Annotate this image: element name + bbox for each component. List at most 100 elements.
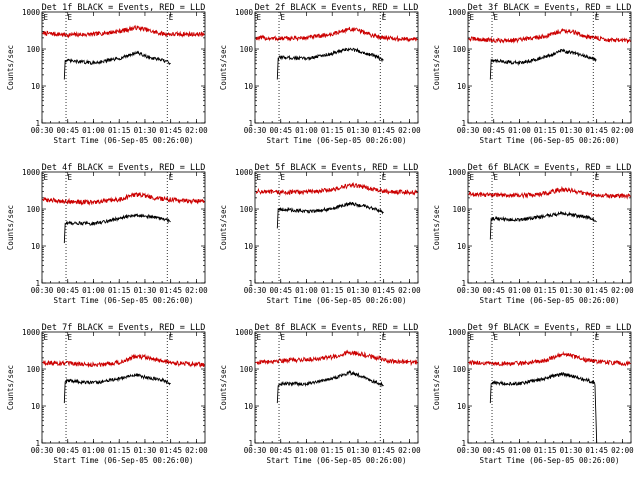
lld-series-line [41, 191, 206, 206]
marker-label: E [44, 173, 49, 182]
x-tick-label: 01:30 [134, 286, 157, 295]
y-tick-label: 1 [248, 279, 253, 288]
plot-frame [467, 171, 632, 284]
y-tick-label: 10 [31, 82, 41, 91]
y-tick-label: 1 [461, 439, 466, 448]
y-tick-label: 100 [26, 365, 40, 374]
y-tick-label: 1 [35, 119, 40, 128]
y-axis-label: Counts/sec [219, 365, 228, 410]
y-axis-label: Counts/sec [219, 205, 228, 250]
y-tick-label: 100 [26, 205, 40, 214]
x-axis-label: Start Time (06-Sep-05 00:26:00) [267, 456, 407, 465]
x-tick-label: 00:30 [31, 446, 54, 455]
y-tick-label: 1000 [448, 8, 467, 17]
x-tick-label: 01:15 [534, 286, 557, 295]
x-tick-label: 01:30 [347, 286, 370, 295]
marker-label: E [68, 333, 73, 342]
y-tick-label: 10 [31, 402, 41, 411]
x-tick-label: 00:30 [457, 446, 480, 455]
x-tick-label: 00:30 [457, 286, 480, 295]
events-series-line [63, 373, 171, 404]
x-tick-label: 01:15 [108, 446, 131, 455]
x-tick-label: 02:00 [185, 286, 208, 295]
marker-label: E [281, 173, 286, 182]
y-tick-label: 1000 [22, 168, 41, 177]
x-tick-label: 01:00 [82, 446, 105, 455]
events-series-line [489, 372, 598, 444]
y-tick-label: 10 [31, 242, 41, 251]
y-tick-label: 100 [452, 205, 466, 214]
plot-frame [254, 331, 419, 444]
y-tick-label: 10 [244, 402, 254, 411]
x-tick-label: 01:45 [585, 446, 608, 455]
y-tick-label: 100 [26, 45, 40, 54]
x-tick-label: 00:45 [482, 286, 505, 295]
events-series-line [63, 213, 171, 244]
x-tick-label: 00:45 [269, 446, 292, 455]
x-tick-label: 00:45 [269, 126, 292, 135]
x-tick-label: 02:00 [185, 126, 208, 135]
lld-series-line [254, 181, 419, 196]
y-tick-label: 10 [244, 82, 254, 91]
x-tick-label: 00:30 [244, 126, 267, 135]
events-series-line [276, 201, 384, 229]
plot-frame [41, 331, 206, 444]
events-series-line [489, 210, 597, 240]
x-tick-label: 01:00 [508, 446, 531, 455]
marker-label: E [68, 173, 73, 182]
marker-label: E [281, 13, 286, 22]
y-tick-label: 100 [239, 365, 253, 374]
events-series-line [276, 47, 384, 80]
marker-label: E [169, 13, 174, 22]
chart-title: Det 2f BLACK = Events, RED = LLD [255, 3, 419, 13]
marker-label: E [382, 13, 387, 22]
chart-title: Det 1f BLACK = Events, RED = LLD [42, 3, 206, 13]
lld-series-line [41, 353, 206, 369]
y-tick-label: 1 [461, 119, 466, 128]
y-tick-label: 10 [457, 402, 467, 411]
x-axis-label: Start Time (06-Sep-05 00:26:00) [267, 296, 407, 305]
x-tick-label: 01:15 [534, 126, 557, 135]
lld-series-line [467, 350, 632, 367]
x-tick-label: 02:00 [398, 126, 421, 135]
chart-title: Det 3f BLACK = Events, RED = LLD [468, 3, 632, 13]
marker-label: E [281, 333, 286, 342]
x-tick-label: 01:00 [82, 126, 105, 135]
y-tick-label: 100 [452, 45, 466, 54]
marker-label: E [494, 173, 499, 182]
marker-label: E [595, 333, 600, 342]
y-tick-label: 1000 [448, 328, 467, 337]
x-tick-label: 01:45 [372, 126, 395, 135]
marker-label: E [169, 173, 174, 182]
x-axis-label: Start Time (06-Sep-05 00:26:00) [267, 136, 407, 145]
plot-frame [254, 171, 419, 284]
x-tick-label: 01:45 [585, 126, 608, 135]
lld-series-line [467, 185, 632, 200]
x-axis-label: Start Time (06-Sep-05 00:26:00) [480, 136, 620, 145]
marker-label: E [382, 333, 387, 342]
x-tick-label: 01:45 [372, 446, 395, 455]
x-tick-label: 02:00 [611, 446, 634, 455]
y-tick-label: 1 [461, 279, 466, 288]
x-tick-label: 00:45 [56, 446, 79, 455]
marker-label: E [44, 13, 49, 22]
y-axis-label: Counts/sec [219, 45, 228, 90]
x-tick-label: 01:15 [321, 446, 344, 455]
y-tick-label: 10 [457, 82, 467, 91]
plot-frame [41, 171, 206, 284]
x-tick-label: 00:45 [56, 286, 79, 295]
x-tick-label: 02:00 [611, 126, 634, 135]
marker-label: E [257, 173, 262, 182]
y-tick-label: 100 [239, 205, 253, 214]
marker-label: E [68, 13, 73, 22]
x-tick-label: 01:00 [295, 446, 318, 455]
y-axis-label: Counts/sec [432, 205, 441, 250]
marker-label: E [169, 333, 174, 342]
plot-frame [467, 331, 632, 444]
x-tick-label: 01:15 [108, 286, 131, 295]
